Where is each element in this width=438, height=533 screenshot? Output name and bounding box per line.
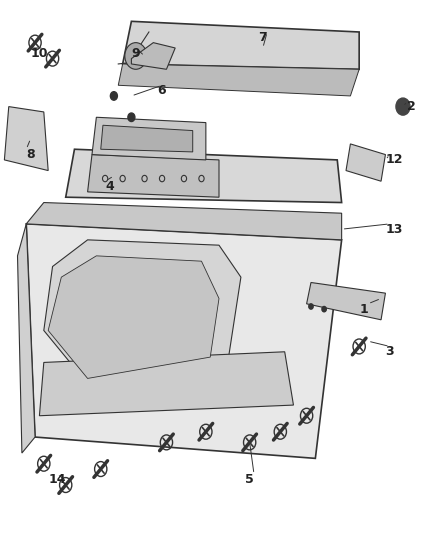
Text: 2: 2 [407,100,416,113]
Text: 5: 5 [245,473,254,486]
Text: 14: 14 [48,473,66,486]
Polygon shape [4,107,48,171]
Text: 6: 6 [158,84,166,97]
Polygon shape [26,224,342,458]
Circle shape [396,98,410,115]
Polygon shape [307,282,385,320]
Text: 4: 4 [105,180,114,193]
Polygon shape [39,352,293,416]
Polygon shape [88,155,219,197]
Text: 13: 13 [385,223,403,236]
Polygon shape [101,125,193,152]
Polygon shape [131,43,175,69]
Circle shape [128,113,135,122]
Circle shape [309,304,313,309]
Text: 9: 9 [131,47,140,60]
Circle shape [322,306,326,312]
Polygon shape [118,64,359,96]
Text: 12: 12 [385,154,403,166]
Text: 7: 7 [258,31,267,44]
Polygon shape [346,144,385,181]
Polygon shape [26,203,342,240]
Polygon shape [44,240,241,384]
Polygon shape [92,117,206,160]
Text: 1: 1 [359,303,368,316]
Polygon shape [123,21,359,69]
Circle shape [125,43,147,69]
Text: 10: 10 [31,47,48,60]
Text: 3: 3 [385,345,394,358]
Circle shape [110,92,117,100]
Polygon shape [18,224,35,453]
Polygon shape [66,149,342,203]
Polygon shape [48,256,219,378]
Text: 8: 8 [26,148,35,161]
